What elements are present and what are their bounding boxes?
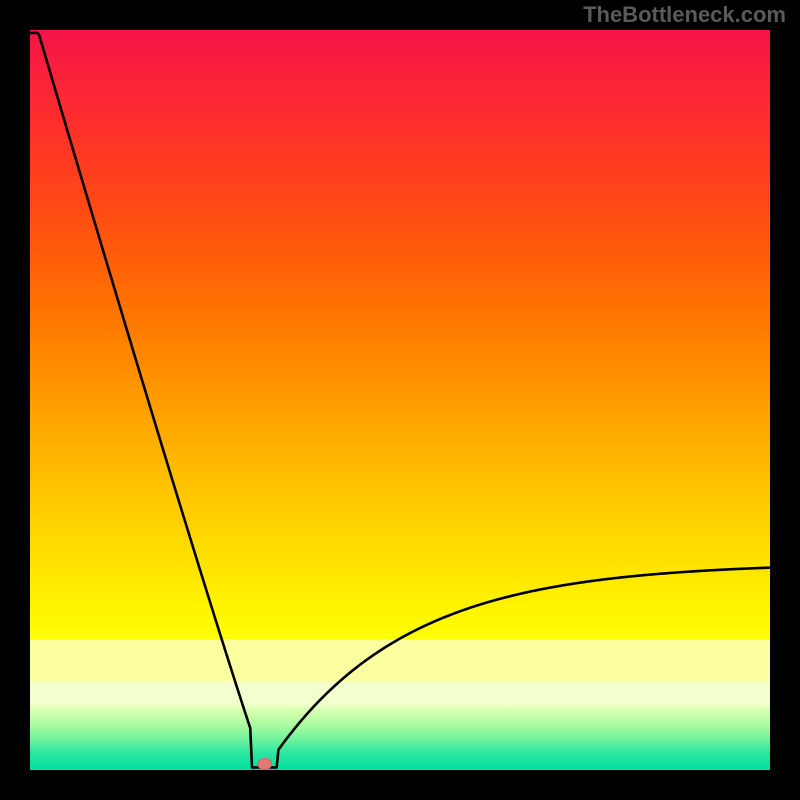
- bottleneck-chart: TheBottleneck.com: [0, 0, 800, 800]
- plot-gradient-background: [30, 30, 770, 770]
- minimum-marker: [258, 758, 272, 769]
- watermark-text: TheBottleneck.com: [583, 2, 786, 27]
